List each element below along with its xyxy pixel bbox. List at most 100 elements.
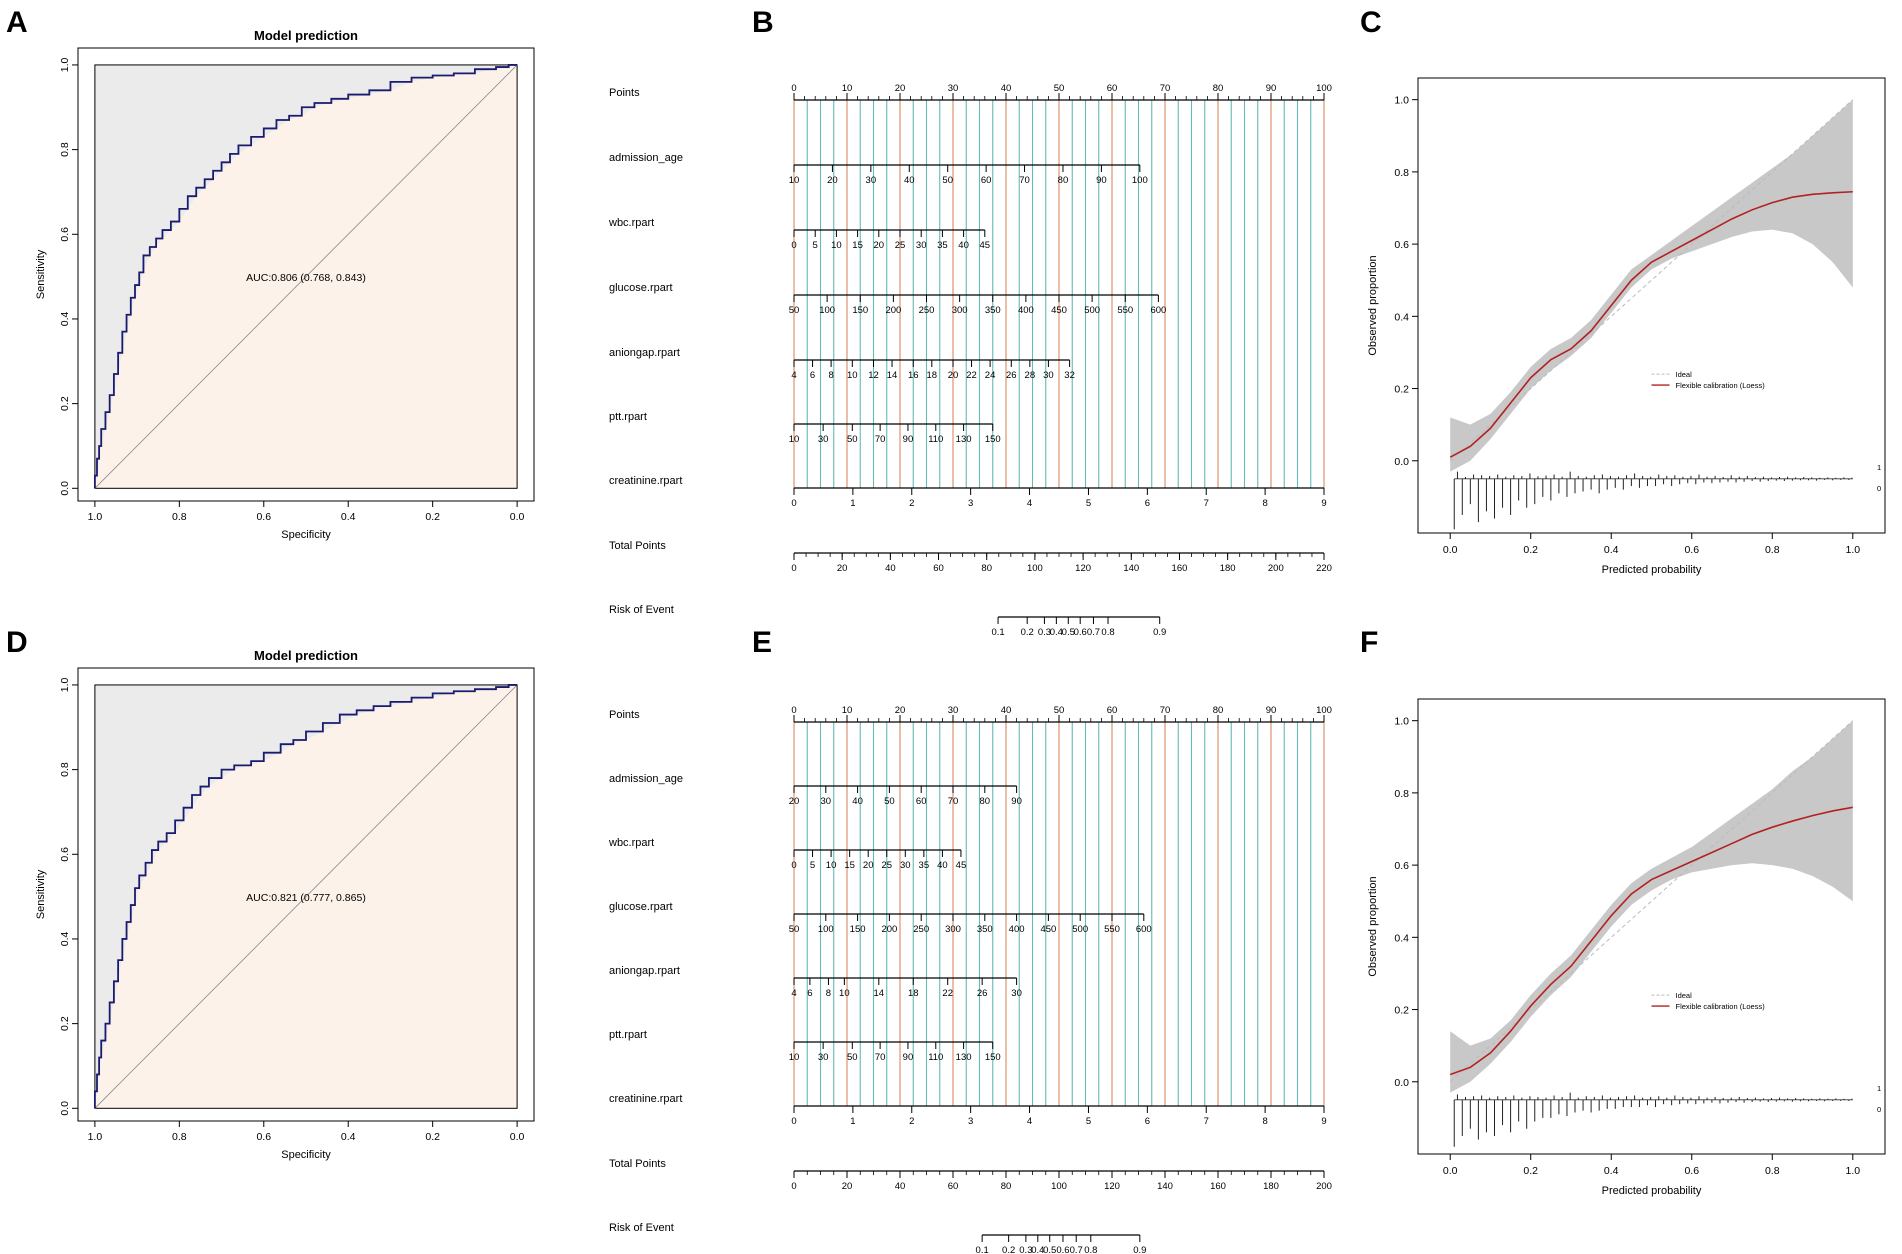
- x-tick-label: 0.8: [1765, 544, 1780, 556]
- x-tick-label: 0.6: [256, 1131, 271, 1143]
- row-label: wbc.rpart: [608, 217, 654, 229]
- tick-label: 18: [908, 988, 919, 999]
- tick-label: 50: [1054, 705, 1065, 716]
- tick-label: 150: [985, 1052, 1001, 1063]
- tick-label: 10: [789, 434, 800, 445]
- tick-label: 0.7: [1087, 627, 1100, 638]
- rug-label-pos: 1: [1877, 1084, 1881, 1093]
- tick-label: 20: [948, 370, 959, 381]
- tick-label: 0.4: [1031, 1245, 1044, 1254]
- row-label: aniongap.rpart: [609, 347, 680, 359]
- nomogram-b: Points 0 10 20 30 40 50 60 70 80 90 100admission_ag…: [608, 83, 1332, 638]
- tick-label: 80: [1213, 705, 1224, 716]
- y-tick-label: 0.4: [59, 932, 71, 947]
- tick-label: 10: [789, 1052, 800, 1063]
- tick-label: 180: [1263, 1181, 1279, 1192]
- tick-label: 150: [985, 434, 1001, 445]
- tick-label: 15: [852, 240, 863, 251]
- y-tick-label: 0.2: [59, 396, 71, 411]
- panel-letter-a: A: [6, 6, 28, 39]
- y-tick-label: 0.0: [1394, 1077, 1409, 1089]
- y-tick-label: 1.0: [1394, 95, 1409, 107]
- y-tick-label: 0.6: [59, 227, 71, 242]
- tick-label: 140: [1157, 1181, 1173, 1192]
- tick-label: 0.6: [1056, 1245, 1069, 1254]
- ideal-line: [1449, 720, 1854, 1083]
- tick-label: 3: [968, 498, 973, 509]
- tick-label: 40: [937, 860, 948, 871]
- rug-label-neg: 0: [1877, 1105, 1881, 1114]
- x-axis-label: Specificity: [281, 1149, 331, 1161]
- panel-letter-c: C: [1360, 6, 1382, 39]
- tick-label: 0.4: [1050, 627, 1063, 638]
- tick-label: 8: [1262, 1116, 1267, 1127]
- row-label: ptt.rpart: [609, 411, 647, 423]
- tick-label: 9: [1321, 498, 1326, 509]
- y-tick-label: 0.0: [59, 1101, 71, 1116]
- tick-label: 120: [1104, 1181, 1120, 1192]
- tick-label: 40: [852, 796, 863, 807]
- tick-label: 20: [837, 563, 848, 574]
- tick-label: 7: [1204, 1116, 1209, 1127]
- tick-label: 60: [933, 563, 944, 574]
- tick-label: 0.2: [1021, 627, 1034, 638]
- tick-label: 40: [895, 1181, 906, 1192]
- tick-label: 16: [908, 370, 919, 381]
- tick-label: 300: [952, 305, 968, 316]
- tick-label: 0: [791, 705, 796, 716]
- tick-label: 8: [826, 988, 831, 999]
- tick-label: 3: [968, 1116, 973, 1127]
- roc-area-box: [94, 64, 518, 489]
- tick-label: 0.2: [1002, 1245, 1015, 1254]
- x-tick-label: 1.0: [88, 1131, 103, 1143]
- tick-label: 32: [1064, 370, 1075, 381]
- y-tick-label: 0.2: [1394, 384, 1409, 396]
- y-tick-label: 1.0: [59, 57, 71, 72]
- y-axis-label: Observed proportion: [1367, 255, 1379, 355]
- tick-label: 7: [1204, 498, 1209, 509]
- tick-label: 200: [1316, 1181, 1332, 1192]
- y-axis-label: Observed proportion: [1367, 876, 1379, 976]
- tick-label: 130: [956, 1052, 972, 1063]
- tick-label: 2: [909, 498, 914, 509]
- plot-frame: [1417, 77, 1886, 534]
- x-tick-label: 0.8: [172, 1131, 187, 1143]
- tick-label: 14: [874, 988, 885, 999]
- tick-label: 200: [1268, 563, 1284, 574]
- tick-label: 0.3: [1038, 627, 1051, 638]
- tick-label: 1: [850, 498, 855, 509]
- tick-label: 15: [844, 860, 855, 871]
- x-tick-label: 0.4: [1604, 1165, 1619, 1177]
- tick-label: 400: [1018, 305, 1034, 316]
- tick-label: 50: [1054, 83, 1065, 94]
- loess-curve: [1449, 806, 1853, 1076]
- y-axis-label: Sensitivity: [35, 869, 47, 919]
- tick-label: 5: [1086, 498, 1091, 509]
- tick-label: 90: [903, 434, 914, 445]
- diagonal-reference: [94, 684, 518, 1109]
- tick-label: 300: [945, 924, 961, 935]
- auc-annotation: AUC:0.821 (0.777, 0.865): [246, 892, 366, 904]
- row-label: Risk of Event: [609, 604, 674, 616]
- y-tick-label: 0.8: [1394, 788, 1409, 800]
- tick-label: 90: [903, 1052, 914, 1063]
- rug-label-pos: 1: [1877, 463, 1881, 472]
- tick-label: 10: [839, 988, 850, 999]
- y-tick-label: 0.0: [1394, 456, 1409, 468]
- tick-label: 30: [818, 1052, 829, 1063]
- tick-label: 400: [1009, 924, 1025, 935]
- tick-label: 5: [813, 240, 818, 251]
- tick-label: 350: [985, 305, 1001, 316]
- panel-letter-b: B: [752, 6, 774, 39]
- x-tick-label: 0.2: [425, 511, 440, 523]
- row-label: glucose.rpart: [609, 282, 673, 294]
- y-tick-label: 0.8: [59, 762, 71, 777]
- tick-label: 35: [937, 240, 948, 251]
- tick-label: 35: [919, 860, 930, 871]
- tick-label: 20: [842, 1181, 853, 1192]
- tick-label: 0: [791, 83, 796, 94]
- tick-label: 60: [916, 796, 927, 807]
- tick-label: 600: [1150, 305, 1166, 316]
- tick-label: 60: [948, 1181, 959, 1192]
- row-label: creatinine.rpart: [609, 475, 682, 487]
